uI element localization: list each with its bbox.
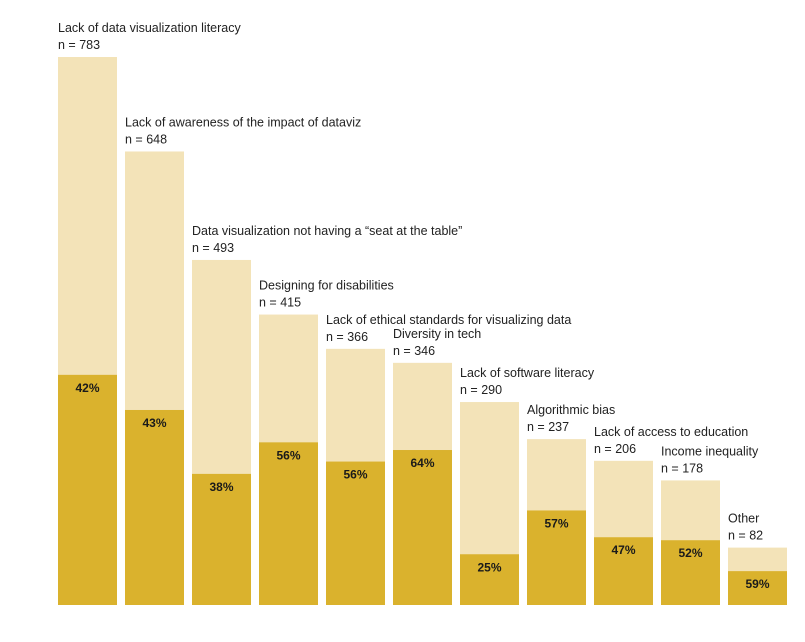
category-label-4: Lack of ethical standards for visualizin… bbox=[326, 313, 571, 327]
n-label-2: n = 493 bbox=[192, 241, 234, 255]
percent-label-6: 25% bbox=[477, 560, 501, 574]
n-label-5: n = 346 bbox=[393, 344, 435, 358]
bar-share-1 bbox=[125, 409, 184, 605]
bar-share-5 bbox=[393, 450, 452, 605]
bar-share-6 bbox=[460, 554, 519, 605]
bar-share-7 bbox=[527, 510, 586, 605]
category-label-6: Lack of software literacy bbox=[460, 366, 595, 380]
category-label-0: Lack of data visualization literacy bbox=[58, 21, 241, 35]
category-label-5: Diversity in tech bbox=[393, 327, 481, 341]
share-bars bbox=[58, 374, 787, 605]
category-label-10: Other bbox=[728, 512, 759, 526]
category-label-2: Data visualization not having a “seat at… bbox=[192, 224, 462, 238]
bar-share-8 bbox=[594, 537, 653, 605]
category-label-8: Lack of access to education bbox=[594, 425, 748, 439]
percent-label-10: 59% bbox=[745, 577, 769, 591]
percent-label-1: 43% bbox=[142, 416, 166, 430]
bar-share-10 bbox=[728, 571, 787, 605]
percent-label-4: 56% bbox=[343, 468, 367, 482]
percent-label-3: 56% bbox=[276, 448, 300, 462]
bar-share-9 bbox=[661, 540, 720, 605]
category-label-1: Lack of awareness of the impact of datav… bbox=[125, 115, 361, 129]
bar-share-4 bbox=[326, 461, 385, 605]
n-label-0: n = 783 bbox=[58, 38, 100, 52]
percent-label-0: 42% bbox=[75, 381, 99, 395]
n-label-4: n = 366 bbox=[326, 330, 368, 344]
n-label-1: n = 648 bbox=[125, 132, 167, 146]
n-label-6: n = 290 bbox=[460, 383, 502, 397]
percent-label-2: 38% bbox=[209, 480, 233, 494]
percent-label-9: 52% bbox=[678, 546, 702, 560]
percent-label-8: 47% bbox=[611, 543, 635, 557]
bar-share-2 bbox=[192, 473, 251, 605]
bar-share-0 bbox=[58, 374, 117, 605]
category-label-3: Designing for disabilities bbox=[259, 279, 394, 293]
n-label-9: n = 178 bbox=[661, 461, 703, 475]
category-label-7: Algorithmic bias bbox=[527, 403, 615, 417]
n-label-3: n = 415 bbox=[259, 296, 301, 310]
n-label-10: n = 82 bbox=[728, 529, 763, 543]
percent-label-5: 64% bbox=[410, 456, 434, 470]
n-label-7: n = 237 bbox=[527, 420, 569, 434]
category-label-9: Income inequality bbox=[661, 444, 759, 458]
percent-label-7: 57% bbox=[544, 516, 568, 530]
bar-labels: 42% n = 783 Lack of data visualization lit… bbox=[58, 21, 770, 591]
bar-share-3 bbox=[259, 442, 318, 605]
n-label-8: n = 206 bbox=[594, 442, 636, 456]
